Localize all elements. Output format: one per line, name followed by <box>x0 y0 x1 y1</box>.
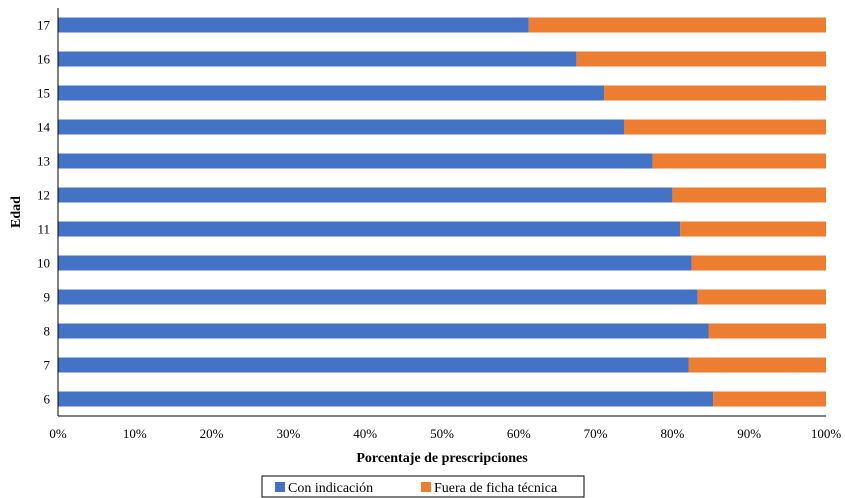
bar-con-indicacion-age-10 <box>58 255 692 271</box>
x-tick-label: 40% <box>353 426 377 441</box>
x-tick-label: 10% <box>123 426 147 441</box>
y-tick-label: 10 <box>37 256 50 271</box>
bar-con-indicacion-age-13 <box>58 153 653 169</box>
y-tick-label: 16 <box>37 52 51 67</box>
bar-fuera-de-ficha-age-6 <box>713 391 826 407</box>
bar-con-indicacion-age-12 <box>58 187 673 203</box>
bar-con-indicacion-age-6 <box>58 391 714 407</box>
bar-con-indicacion-age-11 <box>58 221 681 237</box>
axes-layer <box>57 8 826 417</box>
x-tick-label: 90% <box>737 426 761 441</box>
bar-fuera-de-ficha-age-10 <box>691 255 826 271</box>
bar-fuera-de-ficha-age-17 <box>528 17 826 33</box>
x-tick-label: 0% <box>49 426 67 441</box>
x-tick-label: 60% <box>507 426 531 441</box>
x-tick-label: 70% <box>584 426 608 441</box>
legend: Con indicación Fuera de ficha técnica <box>261 475 585 498</box>
legend-label-fuera-de-ficha: Fuera de ficha técnica <box>434 481 558 496</box>
bar-fuera-de-ficha-age-15 <box>604 85 826 101</box>
bar-con-indicacion-age-17 <box>58 17 529 33</box>
y-tick-label: 17 <box>37 18 51 33</box>
legend-label-con-indicacion: Con indicación <box>288 481 373 496</box>
bar-fuera-de-ficha-age-14 <box>624 119 826 135</box>
bar-fuera-de-ficha-age-11 <box>680 221 826 237</box>
y-tick-label: 14 <box>37 120 51 135</box>
bar-con-indicacion-age-9 <box>58 289 698 305</box>
bars-layer <box>58 17 826 407</box>
bar-fuera-de-ficha-age-12 <box>672 187 826 203</box>
bar-fuera-de-ficha-age-13 <box>652 153 826 169</box>
y-tick-label: 7 <box>44 358 51 373</box>
x-tick-labels: 0% 10% 20% 30% 40% 50% 60% 70% 80% 90% 100% <box>49 426 841 441</box>
x-axis-title: Porcentaje de prescripciones <box>356 451 528 466</box>
legend-swatch-con-indicacion <box>275 482 285 492</box>
y-tick-label: 8 <box>44 324 51 339</box>
bar-con-indicacion-age-7 <box>58 357 689 373</box>
x-tick-label: 50% <box>430 426 454 441</box>
y-tick-label: 12 <box>37 188 50 203</box>
legend-swatch-fuera-de-ficha <box>421 482 431 492</box>
bar-fuera-de-ficha-age-9 <box>697 289 826 305</box>
y-tick-labels: 17 16 15 14 13 12 11 10 9 8 7 6 <box>37 18 51 407</box>
y-tick-label: 9 <box>44 290 51 305</box>
bar-con-indicacion-age-16 <box>58 51 577 67</box>
y-axis-title: Edad <box>9 196 24 228</box>
x-tick-label: 100% <box>811 426 842 441</box>
y-tick-label: 13 <box>37 154 50 169</box>
x-tick-label: 80% <box>660 426 684 441</box>
x-tick-label: 30% <box>276 426 300 441</box>
y-tick-label: 15 <box>37 86 50 101</box>
bar-con-indicacion-age-8 <box>58 323 709 339</box>
bar-con-indicacion-age-15 <box>58 85 605 101</box>
y-tick-label: 11 <box>37 222 50 237</box>
bar-fuera-de-ficha-age-16 <box>576 51 826 67</box>
x-tick-label: 20% <box>200 426 224 441</box>
bar-fuera-de-ficha-age-7 <box>688 357 826 373</box>
y-tick-label: 6 <box>44 392 51 407</box>
bar-fuera-de-ficha-age-8 <box>708 323 826 339</box>
bar-con-indicacion-age-14 <box>58 119 625 135</box>
